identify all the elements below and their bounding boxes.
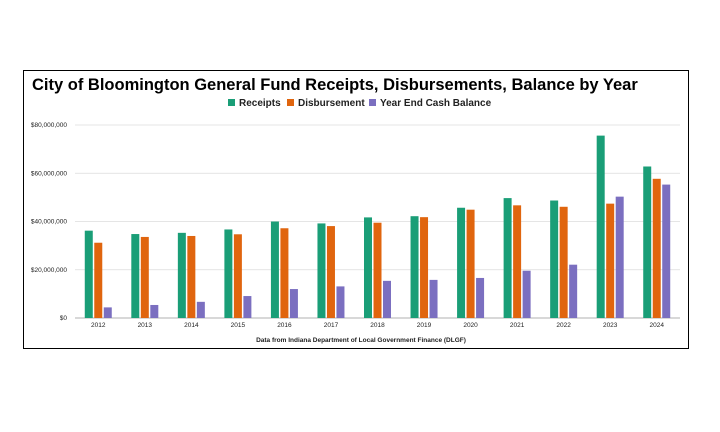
bar-receipts-2021 <box>503 198 512 318</box>
x-tick-label: 2021 <box>510 322 525 329</box>
y-tick-label: $80,000,000 <box>31 122 68 129</box>
bar-year-end-cash-balance-2021 <box>522 270 531 318</box>
bar-disbursement-2017 <box>326 226 335 318</box>
bar-year-end-cash-balance-2016 <box>289 289 298 318</box>
bar-receipts-2013 <box>131 234 140 318</box>
x-tick-label: 2018 <box>370 322 385 329</box>
bar-year-end-cash-balance-2012 <box>103 307 112 318</box>
bar-disbursement-2024 <box>652 178 661 318</box>
bar-receipts-2019 <box>410 216 419 318</box>
bar-year-end-cash-balance-2024 <box>662 184 671 318</box>
y-tick-label: $0 <box>60 315 68 322</box>
x-tick-label: 2013 <box>138 322 153 329</box>
bar-disbursement-2012 <box>94 242 103 318</box>
x-tick-label: 2024 <box>649 322 664 329</box>
bar-disbursement-2013 <box>140 236 149 318</box>
bar-receipts-2020 <box>457 207 466 318</box>
legend-swatch <box>228 99 235 106</box>
y-tick-label: $20,000,000 <box>31 267 68 274</box>
legend-swatch <box>369 99 376 106</box>
x-tick-label: 2022 <box>556 322 571 329</box>
x-tick-label: 2019 <box>417 322 432 329</box>
legend-label: Year End Cash Balance <box>380 98 492 109</box>
bar-year-end-cash-balance-2014 <box>196 301 205 318</box>
bar-receipts-2024 <box>643 166 652 318</box>
bar-year-end-cash-balance-2019 <box>429 279 438 318</box>
x-tick-label: 2023 <box>603 322 618 329</box>
bar-year-end-cash-balance-2023 <box>615 196 624 318</box>
x-tick-label: 2015 <box>231 322 246 329</box>
legend-label: Receipts <box>239 98 281 109</box>
y-tick-label: $60,000,000 <box>31 170 68 177</box>
bar-receipts-2014 <box>177 232 186 318</box>
bar-receipts-2022 <box>550 200 559 318</box>
bar-receipts-2012 <box>84 230 93 318</box>
x-tick-label: 2020 <box>463 322 478 329</box>
bar-year-end-cash-balance-2013 <box>150 304 159 318</box>
bar-receipts-2015 <box>224 229 233 318</box>
legend: Receipts Disbursement Year End Cash Balanc… <box>228 98 492 109</box>
bar-receipts-2017 <box>317 223 326 318</box>
legend-label: Disbursement <box>298 98 365 109</box>
bar-receipts-2016 <box>270 221 279 318</box>
y-tick-label: $40,000,000 <box>31 219 68 226</box>
bar-year-end-cash-balance-2020 <box>476 277 485 318</box>
bar-disbursement-2023 <box>606 203 615 318</box>
bar-disbursement-2021 <box>513 205 522 318</box>
x-tick-label: 2017 <box>324 322 339 329</box>
source-note: Data from Indiana Department of Local Go… <box>256 337 466 344</box>
x-tick-label: 2016 <box>277 322 292 329</box>
bar-year-end-cash-balance-2015 <box>243 296 252 318</box>
bar-year-end-cash-balance-2017 <box>336 286 345 318</box>
bar-disbursement-2019 <box>420 217 429 318</box>
bar-year-end-cash-balance-2018 <box>383 280 391 318</box>
bar-disbursement-2022 <box>559 206 568 318</box>
bar-receipts-2018 <box>364 217 372 318</box>
y-axis-ticks: $0 $20,000,000 $40,000,000 $60,000,000 $80,0… <box>31 122 68 322</box>
bar-year-end-cash-balance-2022 <box>569 264 578 318</box>
x-tick-label: 2012 <box>91 322 106 329</box>
bar-disbursement-2020 <box>466 209 475 318</box>
x-tick-label: 2014 <box>184 322 199 329</box>
x-axis-ticks: 2012 2013 2014 2015 2016 2017 2018 2019 2020 2021… <box>91 322 664 329</box>
bar-disbursement-2016 <box>280 228 289 318</box>
bar-disbursement-2015 <box>233 234 242 318</box>
legend-swatch <box>287 99 294 106</box>
bars <box>84 135 671 318</box>
bar-disbursement-2014 <box>187 235 196 318</box>
bar-disbursement-2018 <box>373 222 382 318</box>
bar-receipts-2023 <box>596 135 605 318</box>
chart-title: City of Bloomington General Fund Receipt… <box>32 76 638 94</box>
